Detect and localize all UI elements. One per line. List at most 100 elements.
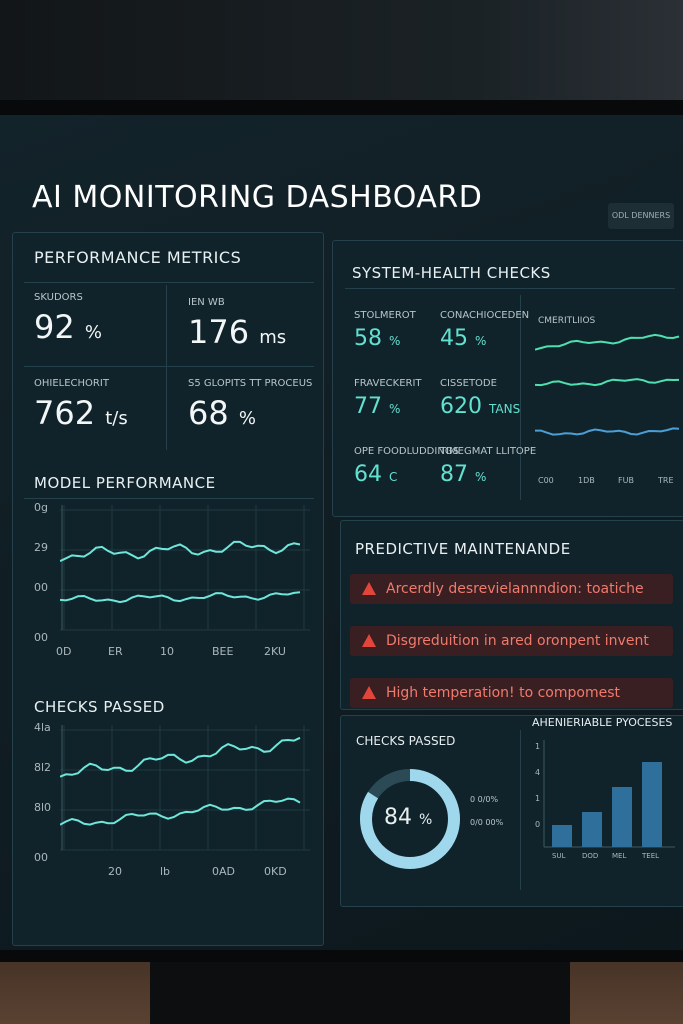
x-tick-label: 0D [56, 645, 72, 658]
alert: High temperation! to compomest [350, 678, 673, 708]
x-tick-label: FUB [618, 476, 634, 485]
metric-unit: % [84, 322, 102, 343]
metric-label: FRAVECKERIT [354, 378, 422, 389]
y-tick-label: 8l2 [34, 761, 52, 774]
x-tick-label: DOD [582, 852, 599, 860]
metric-value: 77 % [354, 394, 400, 419]
y-tick-label: 0 [535, 820, 541, 829]
x-tick-label: 0AD [212, 865, 235, 878]
bar [642, 762, 662, 847]
trend-line [60, 591, 301, 604]
checks-passed-chart [60, 725, 310, 851]
metric-value: 64 C [354, 462, 397, 487]
y-tick-label: 00 [34, 581, 48, 594]
model-performance-chart [60, 505, 310, 631]
metric-number: 68 [188, 394, 229, 432]
bar [582, 812, 602, 847]
mini-chart-title: CMERITLIIOS [538, 316, 596, 326]
metric-value: 762 t/s [34, 394, 128, 432]
y-tick-label: 4la [34, 721, 51, 734]
metric-number: 58 [354, 326, 382, 351]
divider [24, 366, 314, 367]
y-tick-label: 1 [535, 794, 541, 803]
trend-line [535, 333, 680, 351]
y-tick-label: 8l0 [34, 801, 52, 814]
gauge-arc [360, 769, 460, 869]
gauge [360, 769, 460, 869]
metric-unit: % [475, 470, 487, 484]
gauge-title: CHECKS PASSED [356, 734, 456, 748]
section-title: SYSTEM-HEALTH CHECKS [352, 264, 551, 282]
x-tick-label: MEL [612, 852, 627, 860]
x-tick-label: TRE [658, 476, 674, 485]
metric-unit: ms [259, 327, 287, 348]
x-tick-label: 10 [160, 645, 174, 658]
metric-label: S5 GLOPITS TT PROCEUS [188, 378, 313, 389]
metric-unit: TANS [489, 402, 521, 416]
x-tick-label: 2KU [264, 645, 286, 658]
alert-icon [362, 582, 376, 595]
metric-number: 762 [34, 394, 96, 432]
metric-number: 87 [440, 462, 468, 487]
y-tick-label: 1 [535, 742, 541, 751]
gauge-legend: 0 0/0% [470, 795, 499, 804]
gauge-value: 84 % [384, 805, 432, 830]
divider [520, 730, 521, 890]
bar-chart [543, 740, 675, 848]
divider [166, 285, 167, 450]
gauge-number: 84 [384, 805, 412, 830]
x-tick-label: TEEL [642, 852, 660, 860]
metric-label: OPE FOODLUDDINGS [354, 446, 459, 457]
bar [552, 825, 572, 847]
title: AI MONITORING DASHBOARD [32, 180, 483, 215]
metric-unit: % [389, 402, 401, 416]
bar [612, 787, 632, 847]
trend-line [60, 540, 301, 563]
metric-number: 77 [354, 394, 382, 419]
trend-line [60, 736, 301, 778]
monitor-stand [150, 950, 570, 1024]
metric-label: CISSETODE [440, 378, 497, 389]
alert-icon [362, 686, 376, 699]
y-tick-label: 00 [34, 631, 48, 644]
metric-value: 620 TANS [440, 394, 520, 419]
divider [24, 498, 314, 499]
divider [24, 282, 314, 283]
metric-unit: t/s [105, 408, 128, 429]
divider [345, 288, 675, 289]
alert: Arcerdly desrevielannndion: toatiche [350, 574, 673, 604]
metric-value: 45 % [440, 326, 486, 351]
x-tick-label: lb [160, 865, 171, 878]
alert: Disgreduition in ared oronpent invent [350, 626, 673, 656]
metric-value: 176 ms [188, 313, 286, 351]
gauge-legend: 0/0 00% [470, 818, 504, 827]
alert-text: Arcerdly desrevielannndion: toatiche [386, 581, 644, 597]
trend-line [535, 378, 680, 387]
bar-chart-title: AHENIERIABLE PYOCESES [532, 716, 673, 729]
metric-label: OHIELECHORIT [34, 378, 109, 389]
y-tick-label: 00 [34, 851, 48, 864]
system-health-panel [332, 240, 683, 517]
y-tick-label: 0g [34, 501, 48, 514]
y-tick-label: 4 [535, 768, 541, 777]
alert-text: Disgreduition in ared oronpent invent [386, 633, 649, 649]
x-tick-label: 1DB [578, 476, 595, 485]
section-title: CHECKS PASSED [34, 698, 165, 716]
y-tick-label: 29 [34, 541, 48, 554]
trend-line [535, 427, 680, 436]
metric-unit: % [238, 408, 256, 429]
metric-unit: C [389, 470, 398, 484]
metric-unit: % [389, 334, 401, 348]
metric-label: IEN WB [188, 297, 225, 308]
gauge-unit: % [419, 812, 433, 828]
metric-label: TIMEGMAT LLITOPE [440, 446, 537, 457]
x-tick-label: 20 [108, 865, 122, 878]
trend-line [60, 797, 301, 826]
metric-label: SKUDORS [34, 292, 83, 303]
x-tick-label: SUL [552, 852, 566, 860]
metric-unit: % [475, 334, 487, 348]
metric-number: 92 [34, 308, 75, 346]
divider [520, 295, 521, 500]
header-button[interactable]: ODL DENNERS [608, 203, 674, 229]
